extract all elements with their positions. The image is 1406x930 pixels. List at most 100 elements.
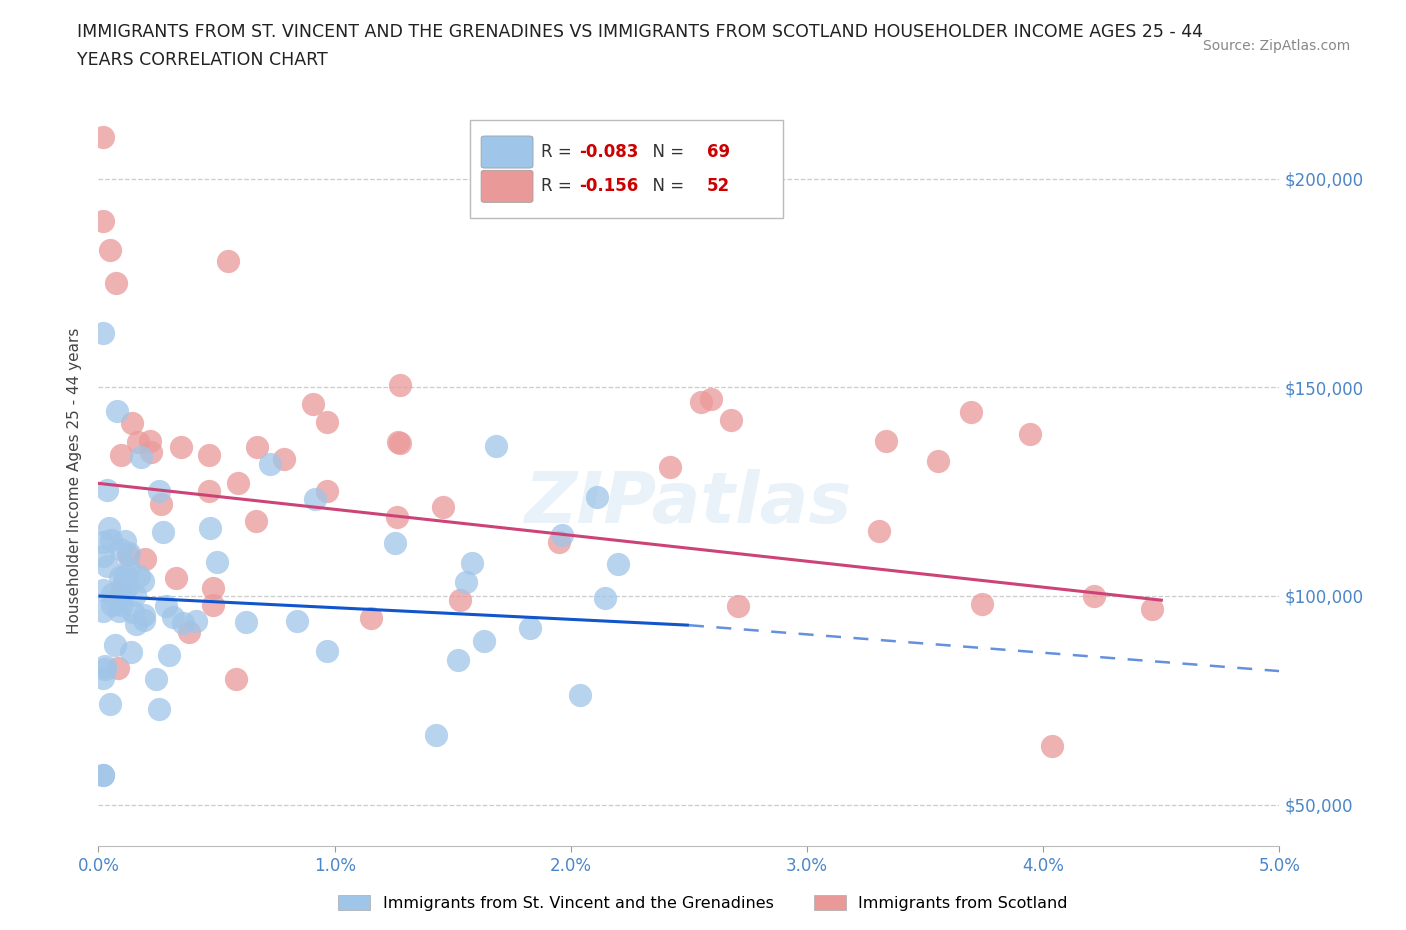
Point [91,604,114,618]
Point [91,671,114,686]
Point [114,583,136,598]
Point [387,434,409,449]
Point [388,435,411,450]
Point [259,457,281,472]
Point [316,484,339,498]
Point [157,647,180,662]
Text: IMMIGRANTS FROM ST. VINCENT AND THE GRENADINES VS IMMIGRANTS FROM SCOTLAND HOUSE: IMMIGRANTS FROM ST. VINCENT AND THE GREN… [77,23,1204,41]
Point [108,541,131,556]
Point [177,625,200,640]
Point [94,658,117,673]
Point [316,415,339,430]
Text: R =: R = [541,143,578,161]
Point [104,637,127,652]
Point [285,614,308,629]
Point [107,661,129,676]
Y-axis label: Householder Income Ages 25 - 44 years: Householder Income Ages 25 - 44 years [67,328,83,634]
Point [727,599,749,614]
Point [112,573,135,588]
Point [658,459,681,474]
Point [472,634,495,649]
Point [699,392,721,406]
Point [607,556,630,571]
Point [98,696,121,711]
Text: N =: N = [641,178,689,195]
Point [139,445,162,459]
Point [1140,601,1163,616]
Point [447,652,470,667]
Point [129,449,152,464]
Point [139,433,162,448]
Text: N =: N = [641,143,689,161]
Point [226,475,249,490]
Text: -0.083: -0.083 [579,143,638,161]
Point [108,604,131,618]
Point [225,671,247,686]
Point [117,548,139,563]
Point [551,527,574,542]
Point [94,661,117,676]
Point [385,510,408,525]
Point [100,533,122,548]
Point [875,433,897,448]
Point [304,491,326,506]
Text: ZIPatlas: ZIPatlas [526,469,852,538]
Point [115,567,138,582]
Point [198,483,221,498]
Point [91,768,114,783]
Point [315,644,337,658]
Point [107,591,129,606]
Point [198,521,221,536]
Point [201,597,224,612]
Point [91,768,114,783]
Point [235,615,257,630]
Point [127,435,149,450]
Point [108,570,131,585]
Point [91,535,114,550]
Point [98,521,121,536]
Point [165,571,187,586]
Point [959,405,981,420]
Point [432,499,454,514]
Point [105,404,128,418]
Point [201,581,224,596]
Point [101,598,124,613]
Point [273,452,295,467]
Point [91,582,114,597]
Point [389,378,412,392]
Point [111,580,134,595]
Point [1040,738,1063,753]
Point [586,490,609,505]
Point [132,613,155,628]
Point [117,578,139,593]
Point [485,438,508,453]
Point [162,610,184,625]
Point [246,439,269,454]
Point [96,483,118,498]
Point [461,556,484,571]
Point [170,440,193,455]
Text: YEARS CORRELATION CHART: YEARS CORRELATION CHART [77,51,328,69]
Legend: Immigrants from St. Vincent and the Grenadines, Immigrants from Scotland: Immigrants from St. Vincent and the Gren… [332,888,1074,917]
Point [118,545,141,560]
Point [91,326,114,340]
Point [548,535,571,550]
Point [568,687,591,702]
Point [454,575,477,590]
Point [149,497,172,512]
Point [134,551,156,566]
Point [91,129,114,144]
Point [689,394,711,409]
Point [114,534,136,549]
Point [91,549,114,564]
Point [720,413,742,428]
Point [100,587,122,602]
FancyBboxPatch shape [471,120,783,219]
Point [217,253,239,268]
Point [132,574,155,589]
Point [205,554,228,569]
Text: Source: ZipAtlas.com: Source: ZipAtlas.com [1202,39,1350,53]
Point [110,447,132,462]
Point [172,616,194,631]
Point [120,644,142,659]
